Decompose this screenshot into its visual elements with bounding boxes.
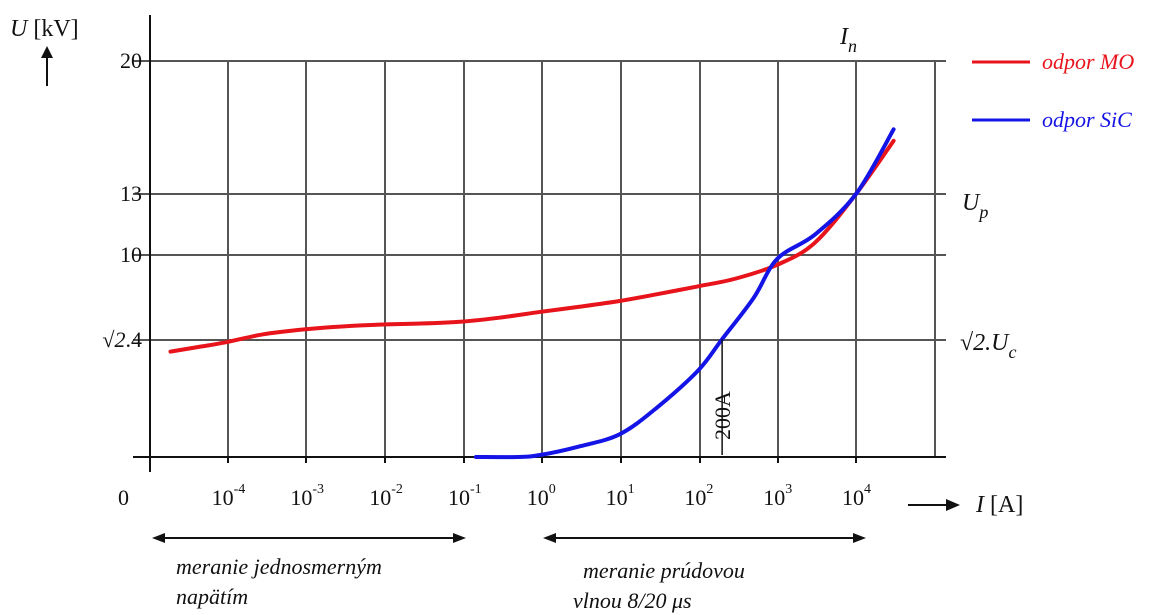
x-tick-label: 10-4 bbox=[212, 482, 246, 510]
x-tick-label: 104 bbox=[842, 482, 871, 510]
x-tick-label: 103 bbox=[763, 482, 792, 510]
axes bbox=[41, 15, 960, 511]
series-line-odpor-mo bbox=[168, 138, 896, 354]
y-tick-label: 10 bbox=[120, 242, 142, 267]
labels: U [kV] 20 13 10 √2.4 0 10-4 10-3 10-2 10-1 100 101 1… bbox=[10, 16, 1134, 613]
series-line-odpor-sic bbox=[473, 127, 896, 460]
range-impulse-left-arrow-icon bbox=[543, 533, 556, 543]
x-tick-label: 100 bbox=[527, 482, 556, 510]
range-impulse-right-arrow-icon bbox=[853, 533, 866, 543]
range-impulse-label-line1: meranie prúdovou bbox=[583, 558, 745, 583]
marker-200A-label: 200A bbox=[710, 391, 735, 440]
x-axis-arrow-icon bbox=[946, 499, 960, 511]
x-axis-label: I [A] bbox=[975, 492, 1023, 518]
y-axis-arrow-icon bbox=[41, 46, 53, 58]
x-tick-label: 10-2 bbox=[369, 482, 403, 510]
series-layer bbox=[168, 127, 896, 460]
label-Up: Up bbox=[962, 190, 988, 222]
x-origin-label: 0 bbox=[118, 485, 129, 510]
y-tick-label: 20 bbox=[120, 48, 142, 73]
range-dc-label-line2: napätím bbox=[176, 584, 248, 609]
x-tick-label: 10-1 bbox=[448, 482, 482, 510]
y-axis-label: U [kV] bbox=[10, 16, 79, 42]
range-impulse-label-line2: vlnou 8/20 μs bbox=[573, 588, 692, 613]
y-tick-label: 13 bbox=[120, 181, 142, 206]
range-dc-label-line1: meranie jednosmerným bbox=[176, 554, 382, 579]
legend-label-odpor-mo: odpor MO bbox=[1042, 49, 1134, 74]
x-tick-label: 101 bbox=[606, 482, 635, 510]
x-tick-label: 10-3 bbox=[290, 482, 324, 510]
legend-label-odpor-sic: odpor SiC bbox=[1042, 107, 1132, 132]
label-Uc: √2.Uc bbox=[960, 330, 1017, 362]
range-dc-left-arrow-icon bbox=[152, 533, 165, 543]
y-tick-label: √2.4 bbox=[102, 327, 142, 352]
x-tick-label: 102 bbox=[684, 482, 713, 510]
label-In: In bbox=[839, 24, 857, 56]
grid bbox=[133, 60, 946, 457]
range-dc-right-arrow-icon bbox=[453, 533, 466, 543]
